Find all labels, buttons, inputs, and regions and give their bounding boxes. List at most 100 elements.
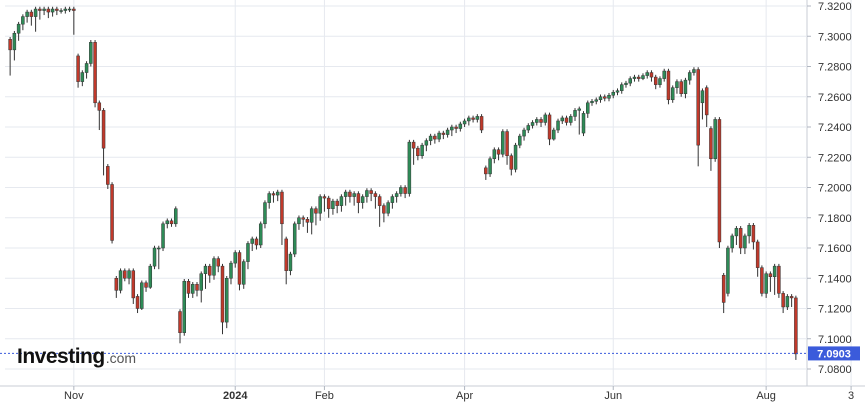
candle-up [607,94,611,99]
candle-up [199,273,203,291]
candle-down [369,190,373,194]
candle-up [560,117,565,122]
candle-down [29,11,34,17]
candle-up [573,110,577,117]
candle-up [462,120,467,125]
candle-up [390,196,395,203]
candle-up [360,196,365,203]
candle-up [552,129,556,140]
y-tick-label: 7.1600 [818,243,852,255]
y-tick-label: 7.3200 [818,1,852,13]
candle-down [322,196,327,199]
candle-down [305,219,310,223]
candle-up [182,281,187,333]
candle-up [33,8,38,17]
candle-down [314,208,318,214]
y-tick-label: 7.2600 [818,92,852,104]
y-tick-label: 7.2800 [818,62,852,74]
y-tick-label: 7.2400 [818,122,852,134]
candle-up [628,78,632,84]
candle-down [781,293,785,308]
candle-down [704,87,709,116]
candle-down [110,184,114,241]
candle-up [687,72,692,81]
candle-up [229,262,233,279]
candle-down [101,110,106,149]
candle-down [717,119,722,243]
candle-up [21,16,25,25]
candle-up [670,87,675,101]
candle-down [377,196,382,206]
candle-up [275,191,280,196]
candle-up [700,90,705,104]
candle-up [365,190,369,197]
candle-down [131,270,136,299]
candle-up [246,243,250,262]
candle-up [501,131,505,155]
candle-down [794,297,798,355]
candle-down [751,225,756,243]
candle-up [632,76,637,79]
candle-down [55,8,59,11]
candle-up [407,141,412,194]
candle-up [445,129,450,135]
y-tick-label: 7.1000 [818,334,852,346]
candle-down [38,8,42,11]
candle-up [165,220,170,225]
candle-up [586,102,590,114]
x-tick-label: Feb [315,390,334,402]
candle-down [373,193,378,197]
candle-down [649,72,654,78]
candle-up [428,135,433,141]
candle-down [97,102,102,111]
candle-down [441,132,446,135]
candle-down [8,39,12,51]
candle-down [777,265,781,294]
candle-down [403,187,407,194]
candle-down [114,278,119,291]
candle-up [641,75,645,79]
candle-up [161,223,165,249]
grid [0,0,865,387]
y-tick-label: 7.1400 [818,273,852,285]
candle-up [437,132,441,140]
candle-up [343,191,348,197]
candle-down [721,274,726,303]
candle-down [496,149,501,155]
candle-up [492,149,497,160]
last-price-marker: 7.0903 [0,346,860,361]
candle-up [191,284,195,294]
candle-down [195,284,199,291]
candle-down [416,147,420,156]
candle-down [564,117,569,123]
candle-up [535,119,539,123]
last-price-badge [808,346,860,361]
candle-up [513,144,518,170]
candle-up [292,223,297,255]
candle-down [603,96,607,99]
candle-up [152,247,157,267]
candle-down [636,76,641,79]
candle-up [692,69,696,73]
candle-down [411,141,416,149]
candle-up [615,90,620,93]
candle-up [530,122,535,126]
candle-up [734,228,739,237]
candle-up [645,72,649,76]
candle-up [331,200,335,209]
candle-down [433,135,437,140]
candle-up [12,32,17,51]
candle-up [458,123,463,129]
candle-up [233,252,237,264]
candle-down [789,296,794,299]
candle-up [297,217,301,225]
candle-down [220,265,225,323]
candle-up [543,114,548,123]
candle-down [135,296,140,309]
candle-up [394,193,399,197]
candle-up [772,265,777,277]
candle-up [225,278,229,323]
candle-down [696,69,700,146]
candle-up [339,196,344,206]
candle-up [726,247,730,294]
